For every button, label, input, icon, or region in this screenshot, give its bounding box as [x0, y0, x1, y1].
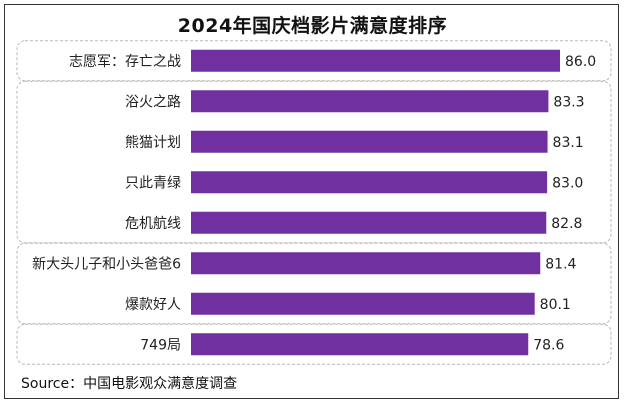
bar [191, 90, 549, 113]
bar [191, 292, 535, 315]
value-label: 83.0 [552, 175, 583, 191]
value-label: 81.4 [545, 256, 576, 272]
bar [191, 333, 529, 356]
group-box-1 [16, 40, 612, 82]
bar [191, 171, 548, 194]
category-label: 危机航线 [125, 216, 181, 232]
bar [191, 49, 560, 72]
category-label: 志愿军：存亡之战 [69, 54, 181, 70]
value-label: 80.1 [540, 297, 571, 313]
value-label: 86.0 [565, 54, 596, 70]
group-box-2 [16, 80, 612, 244]
category-label: 只此青绿 [125, 175, 181, 191]
value-label: 82.8 [551, 216, 582, 232]
category-label: 熊猫计划 [125, 135, 181, 151]
category-label: 新大头儿子和小头爸爸6 [32, 256, 181, 272]
value-label: 83.3 [553, 94, 584, 110]
bar [191, 211, 547, 234]
group-box-4 [16, 323, 612, 365]
category-label: 爆款好人 [125, 297, 181, 313]
value-label: 78.6 [533, 337, 564, 353]
chart-title: 2024年国庆档影片满意度排序 [177, 15, 448, 37]
group-box-3 [16, 242, 612, 325]
source-note: Source：中国电影观众满意度调查 [21, 376, 238, 392]
value-label: 83.1 [553, 135, 584, 151]
chart-frame: 2024年国庆档影片满意度排序 志愿军：存亡之战 86.0 浴火之路 83.3 熊猫计划… [4, 4, 619, 399]
category-label: 浴火之路 [125, 94, 181, 110]
bar-chart: 志愿军：存亡之战 86.0 浴火之路 83.3 熊猫计划 83.1 只此青绿 83.0 危机航线… [16, 40, 612, 365]
category-label: 749局 [140, 337, 181, 353]
bar [191, 252, 541, 275]
bar [191, 130, 548, 153]
